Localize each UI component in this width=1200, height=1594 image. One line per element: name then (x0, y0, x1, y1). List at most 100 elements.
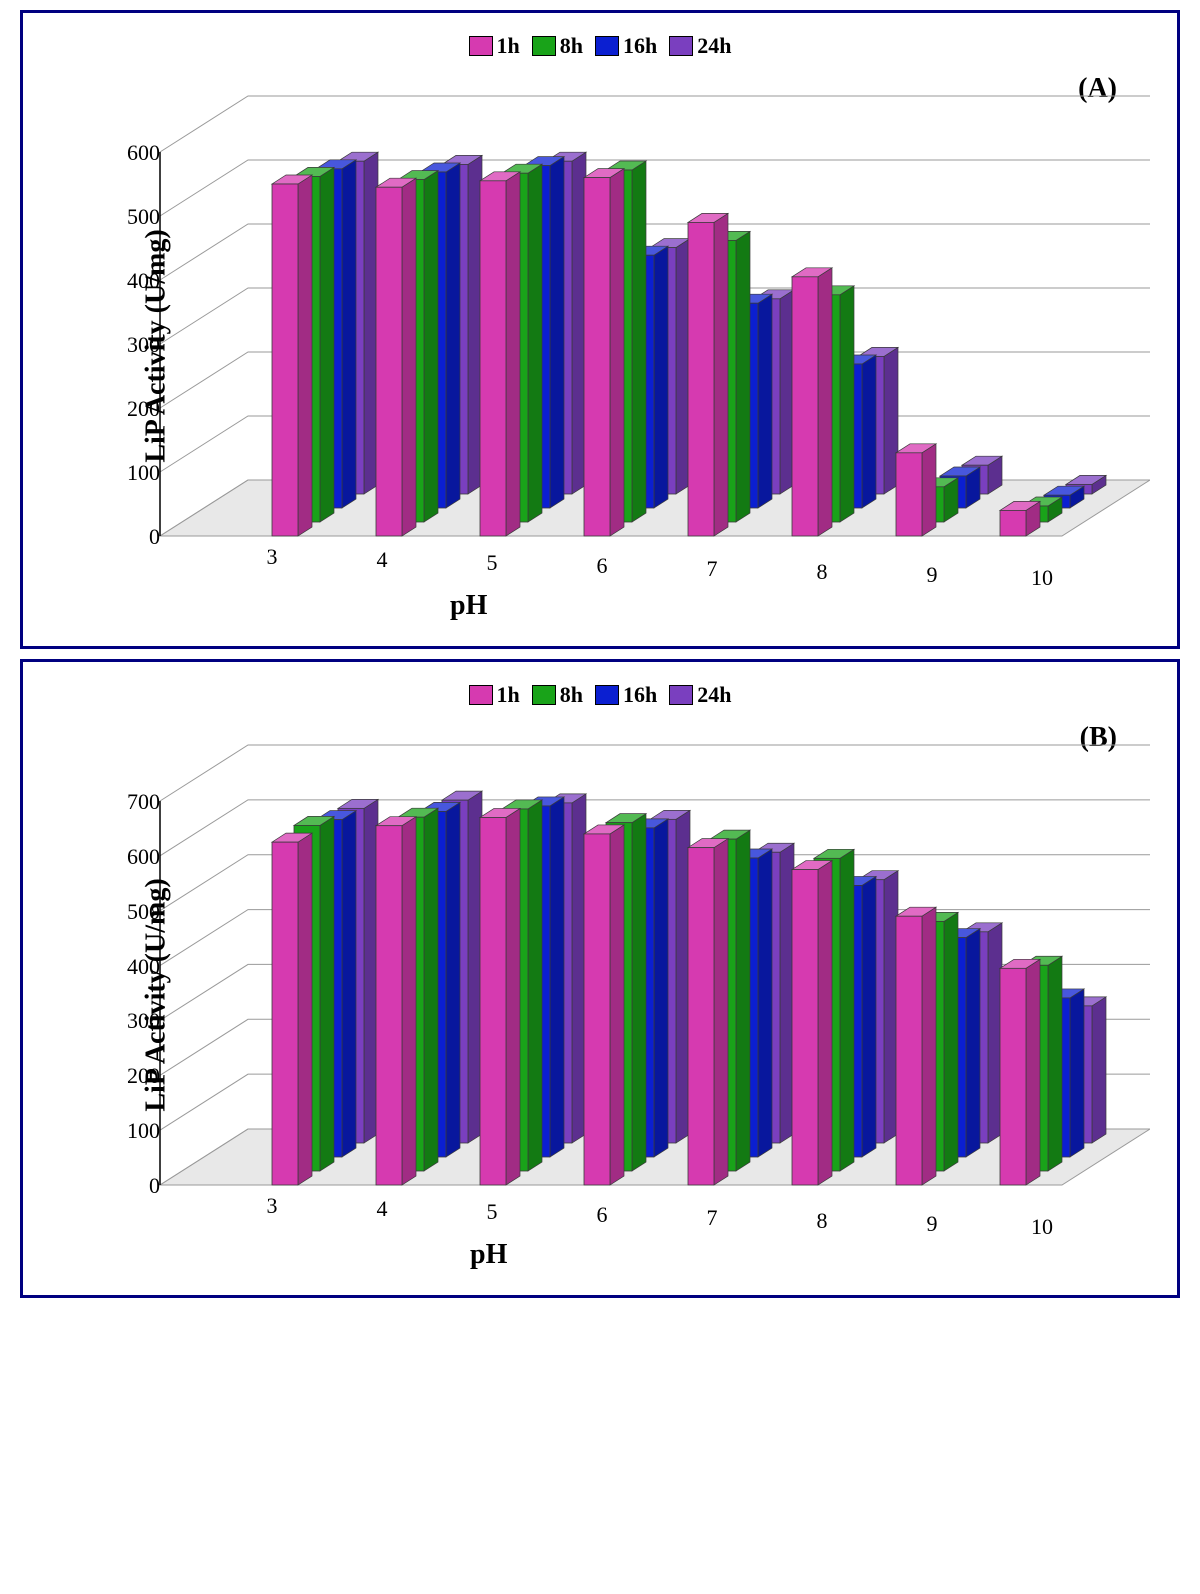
xtick-label: 5 (487, 550, 498, 576)
bar-front (480, 817, 506, 1185)
ytick-label: 600 (100, 140, 160, 166)
bar-front (688, 848, 714, 1185)
legend-label: 1h (497, 33, 520, 59)
bar-side (298, 833, 312, 1185)
legend-item: 16h (595, 33, 657, 59)
ytick-label: 400 (100, 268, 160, 294)
ytick-label: 200 (100, 1063, 160, 1089)
bar-side (758, 294, 772, 508)
bar-side (320, 816, 334, 1171)
panel-b: 1h8h16h24h (B) LiP Activity (U/mg) pH 01… (20, 659, 1180, 1298)
bar-side (818, 861, 832, 1185)
legend-swatch (595, 685, 619, 705)
bar-side (424, 171, 438, 522)
bar-side (840, 286, 854, 522)
bar-side (550, 157, 564, 508)
legend-item: 8h (532, 33, 583, 59)
bar-side (528, 164, 542, 522)
xtick-label: 4 (377, 1196, 388, 1222)
bar-side (736, 231, 750, 522)
bar-front (1000, 968, 1026, 1185)
legend-swatch (469, 685, 493, 705)
panel-a-plot: LiP Activity (U/mg) pH 01002003004005006… (50, 66, 1150, 626)
ytick-label: 400 (100, 954, 160, 980)
bar-side (714, 213, 728, 536)
legend-item: 8h (532, 682, 583, 708)
bar-side (758, 849, 772, 1157)
xtick-label: 3 (267, 544, 278, 570)
bar-front (376, 826, 402, 1185)
bar-front (272, 842, 298, 1185)
ytick-label: 0 (100, 1173, 160, 1199)
bar-side (402, 178, 416, 536)
bar-front (792, 277, 818, 536)
legend-swatch (532, 685, 556, 705)
legend-swatch (469, 36, 493, 56)
legend-label: 24h (697, 33, 731, 59)
legend-item: 1h (469, 682, 520, 708)
bar-front (376, 187, 402, 536)
legend-swatch (669, 685, 693, 705)
panel-b-xaxis-title: pH (470, 1239, 507, 1271)
bar-front (792, 870, 818, 1185)
ytick-label: 600 (100, 844, 160, 870)
bar-side (922, 907, 936, 1185)
bar-side (922, 444, 936, 536)
xtick-label: 7 (707, 1205, 718, 1231)
page-root: 1h8h16h24h (A) LiP Activity (U/mg) pH 01… (0, 10, 1200, 1298)
bar-side (654, 819, 668, 1157)
bar-side (632, 161, 646, 522)
legend-label: 8h (560, 682, 583, 708)
legend-item: 16h (595, 682, 657, 708)
bar-side (944, 912, 958, 1171)
ytick-label: 0 (100, 524, 160, 550)
panel-a: 1h8h16h24h (A) LiP Activity (U/mg) pH 01… (20, 10, 1180, 649)
bar-side (610, 825, 624, 1185)
bar-front (1000, 510, 1026, 536)
xtick-label: 7 (707, 556, 718, 582)
xtick-label: 5 (487, 1199, 498, 1225)
bar-side (342, 160, 356, 508)
legend-label: 16h (623, 33, 657, 59)
xtick-label: 6 (597, 553, 608, 579)
ytick-label: 500 (100, 204, 160, 230)
legend-swatch (532, 36, 556, 56)
bar-side (654, 246, 668, 508)
bar-front (688, 222, 714, 536)
bar-front (584, 178, 610, 536)
bar-side (424, 808, 438, 1171)
xtick-label: 9 (927, 1211, 938, 1237)
bar-front (272, 184, 298, 536)
bar-side (736, 830, 750, 1171)
xtick-label: 8 (817, 559, 828, 585)
bar-side (528, 800, 542, 1171)
legend-label: 8h (560, 33, 583, 59)
bar-side (610, 169, 624, 536)
bar-side (714, 839, 728, 1185)
panel-a-legend: 1h 8h 16h 24h (23, 33, 1177, 62)
bar-side (862, 876, 876, 1157)
xtick-label: 10 (1031, 565, 1053, 591)
ytick-label: 300 (100, 1008, 160, 1034)
bar-side (862, 355, 876, 508)
bar-side (550, 797, 564, 1157)
xtick-label: 9 (927, 562, 938, 588)
ytick-label: 200 (100, 396, 160, 422)
ytick-label: 100 (100, 460, 160, 486)
ytick-label: 500 (100, 899, 160, 925)
legend-swatch (595, 36, 619, 56)
xtick-label: 10 (1031, 1214, 1053, 1240)
legend-label: 16h (623, 682, 657, 708)
legend-item: 24h (669, 682, 731, 708)
bar-side (402, 817, 416, 1185)
bar-side (342, 811, 356, 1157)
legend-swatch (669, 36, 693, 56)
panel-b-plot: LiP Activity (U/mg) pH 01002003004005006… (50, 715, 1150, 1275)
legend-label: 1h (497, 682, 520, 708)
ytick-label: 300 (100, 332, 160, 358)
bar-side (1026, 959, 1040, 1185)
xtick-label: 8 (817, 1208, 828, 1234)
chart-svg (50, 66, 1150, 626)
bar-side (818, 268, 832, 536)
bar-front (896, 916, 922, 1185)
